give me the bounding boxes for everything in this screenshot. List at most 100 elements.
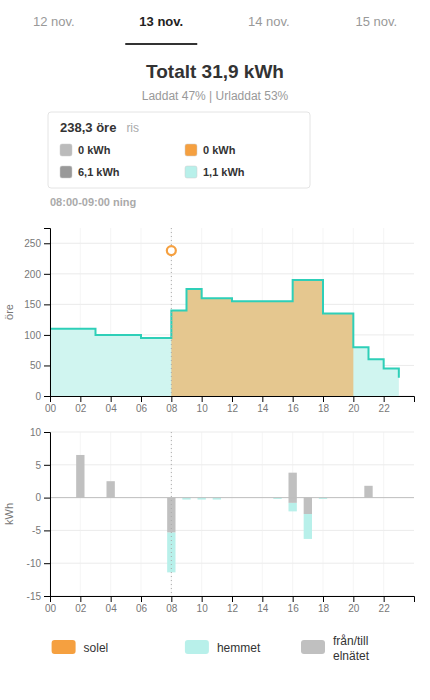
tooltip-header: 238,3 öre (60, 120, 116, 135)
tooltip-box (48, 112, 310, 188)
x-axis: 000204060810121416182022 (45, 396, 415, 414)
tick-mark (44, 274, 50, 275)
tick-label: 02 (75, 403, 87, 414)
tick: 06 (136, 396, 148, 414)
tick-label: 06 (136, 603, 148, 614)
legend-label: solel (84, 641, 109, 655)
tick-label: 04 (106, 403, 118, 414)
tooltip-swatch (185, 144, 197, 156)
area (50, 280, 399, 396)
legend-swatch (52, 640, 76, 654)
tick: -5 (32, 525, 50, 536)
tick-label: 20 (348, 403, 360, 414)
tick: 0 (35, 492, 50, 503)
bar (288, 498, 296, 503)
tooltip-time: 08:00-09:00 ning (50, 196, 136, 208)
tick: 04 (106, 396, 118, 414)
bar (304, 498, 312, 514)
tick-label: 00 (45, 603, 57, 614)
tick-mark (44, 432, 50, 433)
grid (50, 432, 414, 596)
grid-line (292, 432, 293, 596)
tick-mark (44, 563, 50, 564)
title: Totalt 31,9 kWh (146, 61, 284, 82)
tick-mark (323, 596, 324, 602)
axis-line (44, 433, 51, 597)
tick-mark (293, 596, 294, 602)
tick: 12 (227, 396, 239, 414)
grid (50, 228, 414, 396)
tick-label: 10 (197, 603, 209, 614)
y-axis: 050100150200250 (24, 229, 50, 402)
tick: 10 (30, 427, 50, 438)
tick-label: 20 (348, 603, 360, 614)
tick: -10 (27, 558, 50, 569)
tick-label: 16 (288, 403, 300, 414)
tick-label: -5 (32, 525, 41, 536)
tick-label: 50 (30, 360, 42, 371)
tick: 14 (257, 596, 269, 614)
x-axis: 000204060810121416182022 (45, 596, 415, 614)
tick-label: 06 (136, 403, 148, 414)
chart: 000204060810121416182022050100150200250ö… (3, 228, 415, 414)
tick-label: 18 (318, 403, 330, 414)
axis-line (51, 597, 415, 603)
tick-mark (262, 396, 263, 402)
tick-label: 0 (35, 391, 41, 402)
subtitle: Laddat 47% | Urladdat 53% (142, 89, 289, 103)
tick-mark (141, 596, 142, 602)
tick-label: 18 (318, 603, 330, 614)
tick: 22 (379, 596, 391, 614)
tick-label: 5 (35, 460, 41, 471)
bar (167, 498, 175, 533)
tick-label: 02 (75, 603, 87, 614)
tick-mark (202, 596, 203, 602)
tick-mark (80, 596, 81, 602)
tick-label: 250 (24, 238, 41, 249)
tick: 150 (24, 299, 50, 310)
tick-mark (384, 396, 385, 402)
plot-area (50, 432, 414, 596)
tick-label: 14 (257, 403, 269, 414)
marker (167, 246, 176, 255)
bar (288, 503, 296, 512)
grid-line (110, 432, 111, 596)
tooltip-item: 0 kWh (203, 144, 236, 156)
tick-mark (44, 596, 50, 597)
tooltip-swatch (60, 144, 72, 156)
tick-mark (44, 530, 50, 531)
tick-mark (44, 335, 50, 336)
tooltip: 238,3 öreris08:00-09:00 ning0 kWh0 kWh6,… (48, 112, 310, 208)
tick: 5 (35, 460, 50, 471)
tick: 20 (348, 596, 360, 614)
tick: 20 (348, 396, 360, 414)
tick: 08 (166, 396, 178, 414)
tick-mark (44, 396, 50, 397)
tick-label: -15 (27, 591, 42, 602)
tick-mark (232, 596, 233, 602)
tick-label: 0 (35, 492, 41, 503)
tooltip-item: 0 kWh (78, 144, 111, 156)
legend-swatch (185, 640, 209, 654)
tick-mark (293, 396, 294, 402)
grid-line (50, 497, 414, 498)
tick-mark (323, 396, 324, 402)
tooltip-swatch (185, 166, 197, 178)
tick: 16 (288, 396, 300, 414)
axis-line (44, 229, 51, 397)
tooltip-item: 1,1 kWh (203, 166, 245, 178)
tick-mark (111, 396, 112, 402)
tick-mark (171, 596, 172, 602)
grid-line (383, 432, 384, 596)
tick: 10 (197, 596, 209, 614)
tick: 50 (30, 360, 50, 371)
legend-swatch (301, 640, 325, 654)
tick: 18 (318, 596, 330, 614)
tick-label: 08 (166, 403, 178, 414)
bar (364, 486, 372, 498)
nav-bar: 12 nov.13 nov.14 nov.15 nov. (33, 14, 397, 44)
tooltip-suffix: ris (126, 121, 139, 135)
grid-line (201, 432, 202, 596)
tick-mark (171, 396, 172, 402)
bar (76, 455, 84, 498)
